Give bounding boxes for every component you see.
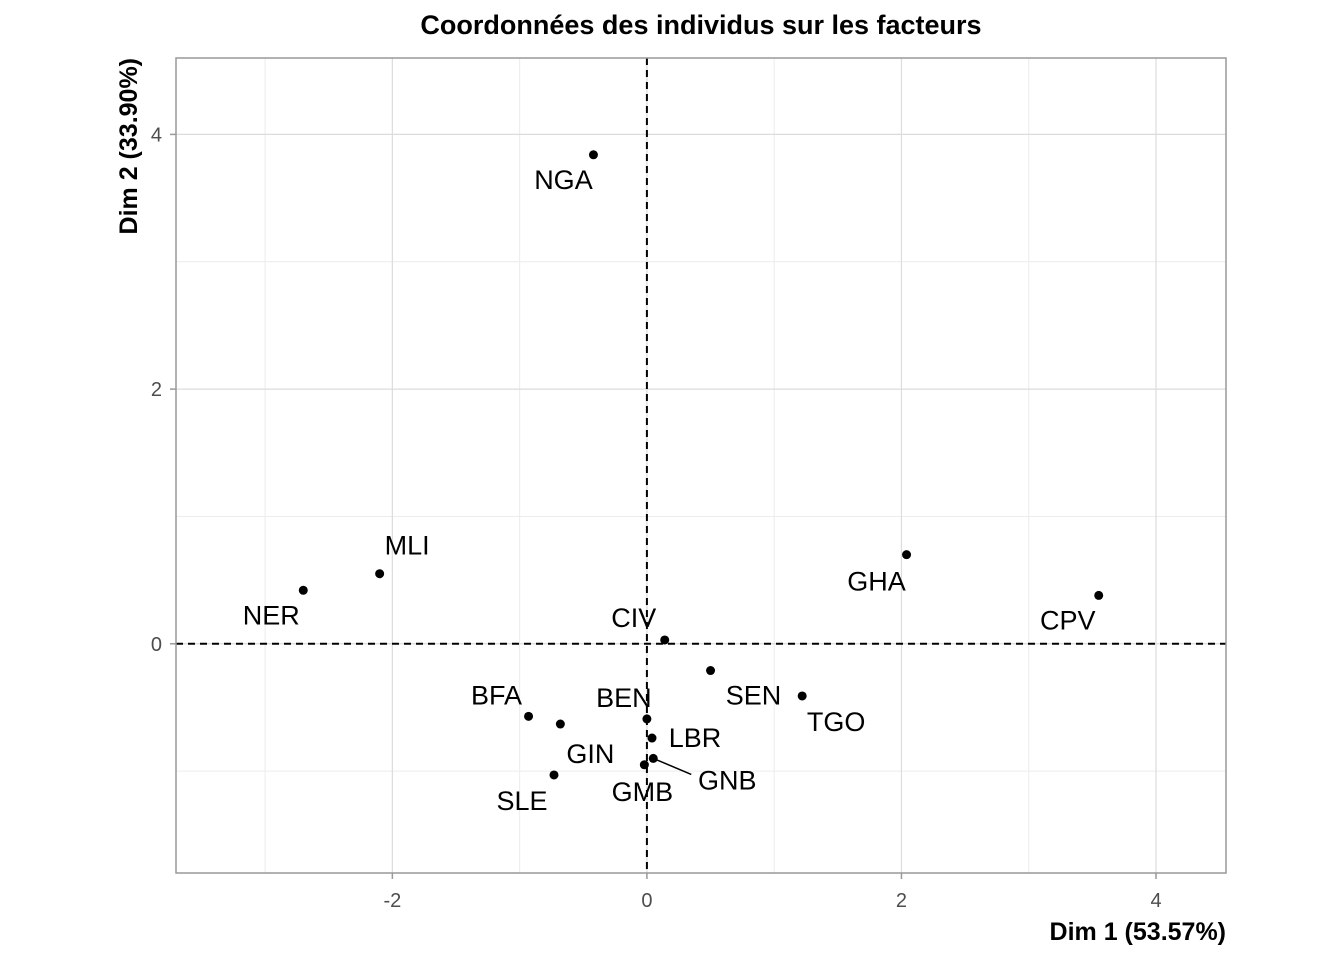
- point-label-gha: GHA: [847, 567, 906, 597]
- reference-lines: [176, 58, 1226, 873]
- plot-panel-border: [175, 57, 1227, 874]
- x-tick-label: 2: [896, 890, 907, 912]
- point-civ: [660, 635, 670, 645]
- point-label-gnb: GNB: [698, 765, 757, 795]
- point-sle: [549, 770, 559, 780]
- point-label-sle: SLE: [496, 786, 547, 816]
- x-tick-label: 0: [641, 890, 652, 912]
- y-axis-title: Dim 2 (33.90%): [115, 58, 143, 234]
- data-points: [298, 150, 1104, 780]
- point-tgo: [797, 691, 807, 701]
- point-label-mli: MLI: [385, 531, 430, 561]
- point-gha: [902, 550, 912, 560]
- point-label-ner: NER: [243, 600, 300, 630]
- point-lbr: [647, 733, 657, 743]
- label-connector-gnb: [652, 757, 692, 776]
- point-label-lbr: LBR: [669, 723, 722, 753]
- point-gin: [555, 719, 565, 729]
- axis-ticks: -2 0 2 4 0 2 4: [151, 124, 1162, 912]
- point-mli: [375, 569, 385, 579]
- y-tick-label: 2: [151, 379, 162, 401]
- x-tick-label: -2: [383, 890, 401, 912]
- point-labels: NGA MLI NER GHA CPV CIV SEN TGO BFA GIN BEN LBR GNB G…: [243, 165, 1096, 816]
- point-bfa: [524, 711, 534, 721]
- x-tick-label: 4: [1150, 890, 1161, 912]
- point-cpv: [1094, 590, 1104, 600]
- point-label-bfa: BFA: [471, 680, 522, 710]
- point-label-tgo: TGO: [807, 707, 866, 737]
- point-label-civ: CIV: [611, 603, 656, 633]
- point-label-gin: GIN: [566, 739, 614, 769]
- x-axis-title: Dim 1 (53.57%): [1050, 918, 1226, 946]
- point-label-sen: SEN: [726, 681, 782, 711]
- point-ben: [642, 714, 652, 724]
- point-ner: [298, 585, 308, 595]
- minor-grid: [176, 58, 1226, 873]
- chart-title: Coordonnées des individus sur les facteu…: [420, 10, 982, 40]
- y-tick-label: 0: [151, 634, 162, 656]
- point-label-nga: NGA: [534, 165, 593, 195]
- point-nga: [588, 150, 598, 160]
- point-label-cpv: CPV: [1040, 605, 1096, 635]
- point-sen: [706, 666, 716, 676]
- point-gmb: [639, 760, 649, 770]
- y-tick-label: 4: [151, 124, 162, 146]
- point-label-ben: BEN: [596, 683, 652, 713]
- point-label-gmb: GMB: [612, 777, 674, 807]
